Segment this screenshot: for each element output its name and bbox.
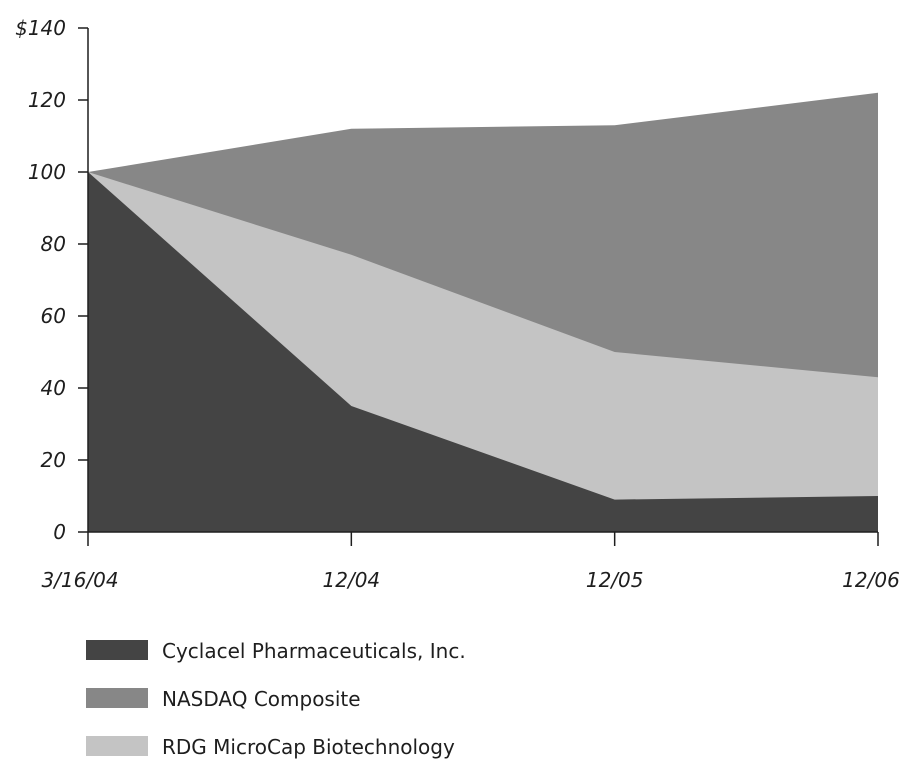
y-axis-ticks: 0 20 40 60 80 100 120 $140 [15,16,88,544]
y-tick-label: 20 [41,448,66,472]
y-tick-label: 80 [41,232,66,256]
y-tick-label: $140 [15,16,66,40]
legend-swatch [86,736,148,756]
y-tick-label: 0 [53,520,66,544]
x-axis-ticks: 3/16/04 12/04 12/05 12/06 [41,532,900,592]
y-tick-label: 100 [28,160,66,184]
area-series-group [88,92,878,533]
legend-item-rdg-microcap-biotechnology: RDG MicroCap Biotechnology [86,735,455,759]
area-cyclacel-pharmaceuticals-inc [88,172,878,532]
legend: Cyclacel Pharmaceuticals, Inc. NASDAQ Com… [86,639,466,759]
legend-label: RDG MicroCap Biotechnology [162,735,455,759]
x-tick-label: 12/04 [323,568,381,592]
legend-label: Cyclacel Pharmaceuticals, Inc. [162,639,466,663]
y-tick-label: 40 [41,376,66,400]
x-tick-label: 12/05 [586,568,644,592]
legend-label: NASDAQ Composite [162,687,361,711]
legend-item-cyclacel-pharmaceuticals-inc: Cyclacel Pharmaceuticals, Inc. [86,639,466,663]
y-tick-label: 60 [41,304,66,328]
y-tick-label: 120 [28,88,66,112]
legend-swatch [86,688,148,708]
legend-item-nasdaq-composite: NASDAQ Composite [86,687,361,711]
x-tick-label: 12/06 [842,568,900,592]
axes-group [87,28,878,533]
legend-swatch [86,640,148,660]
x-tick-label: 3/16/04 [41,568,118,592]
